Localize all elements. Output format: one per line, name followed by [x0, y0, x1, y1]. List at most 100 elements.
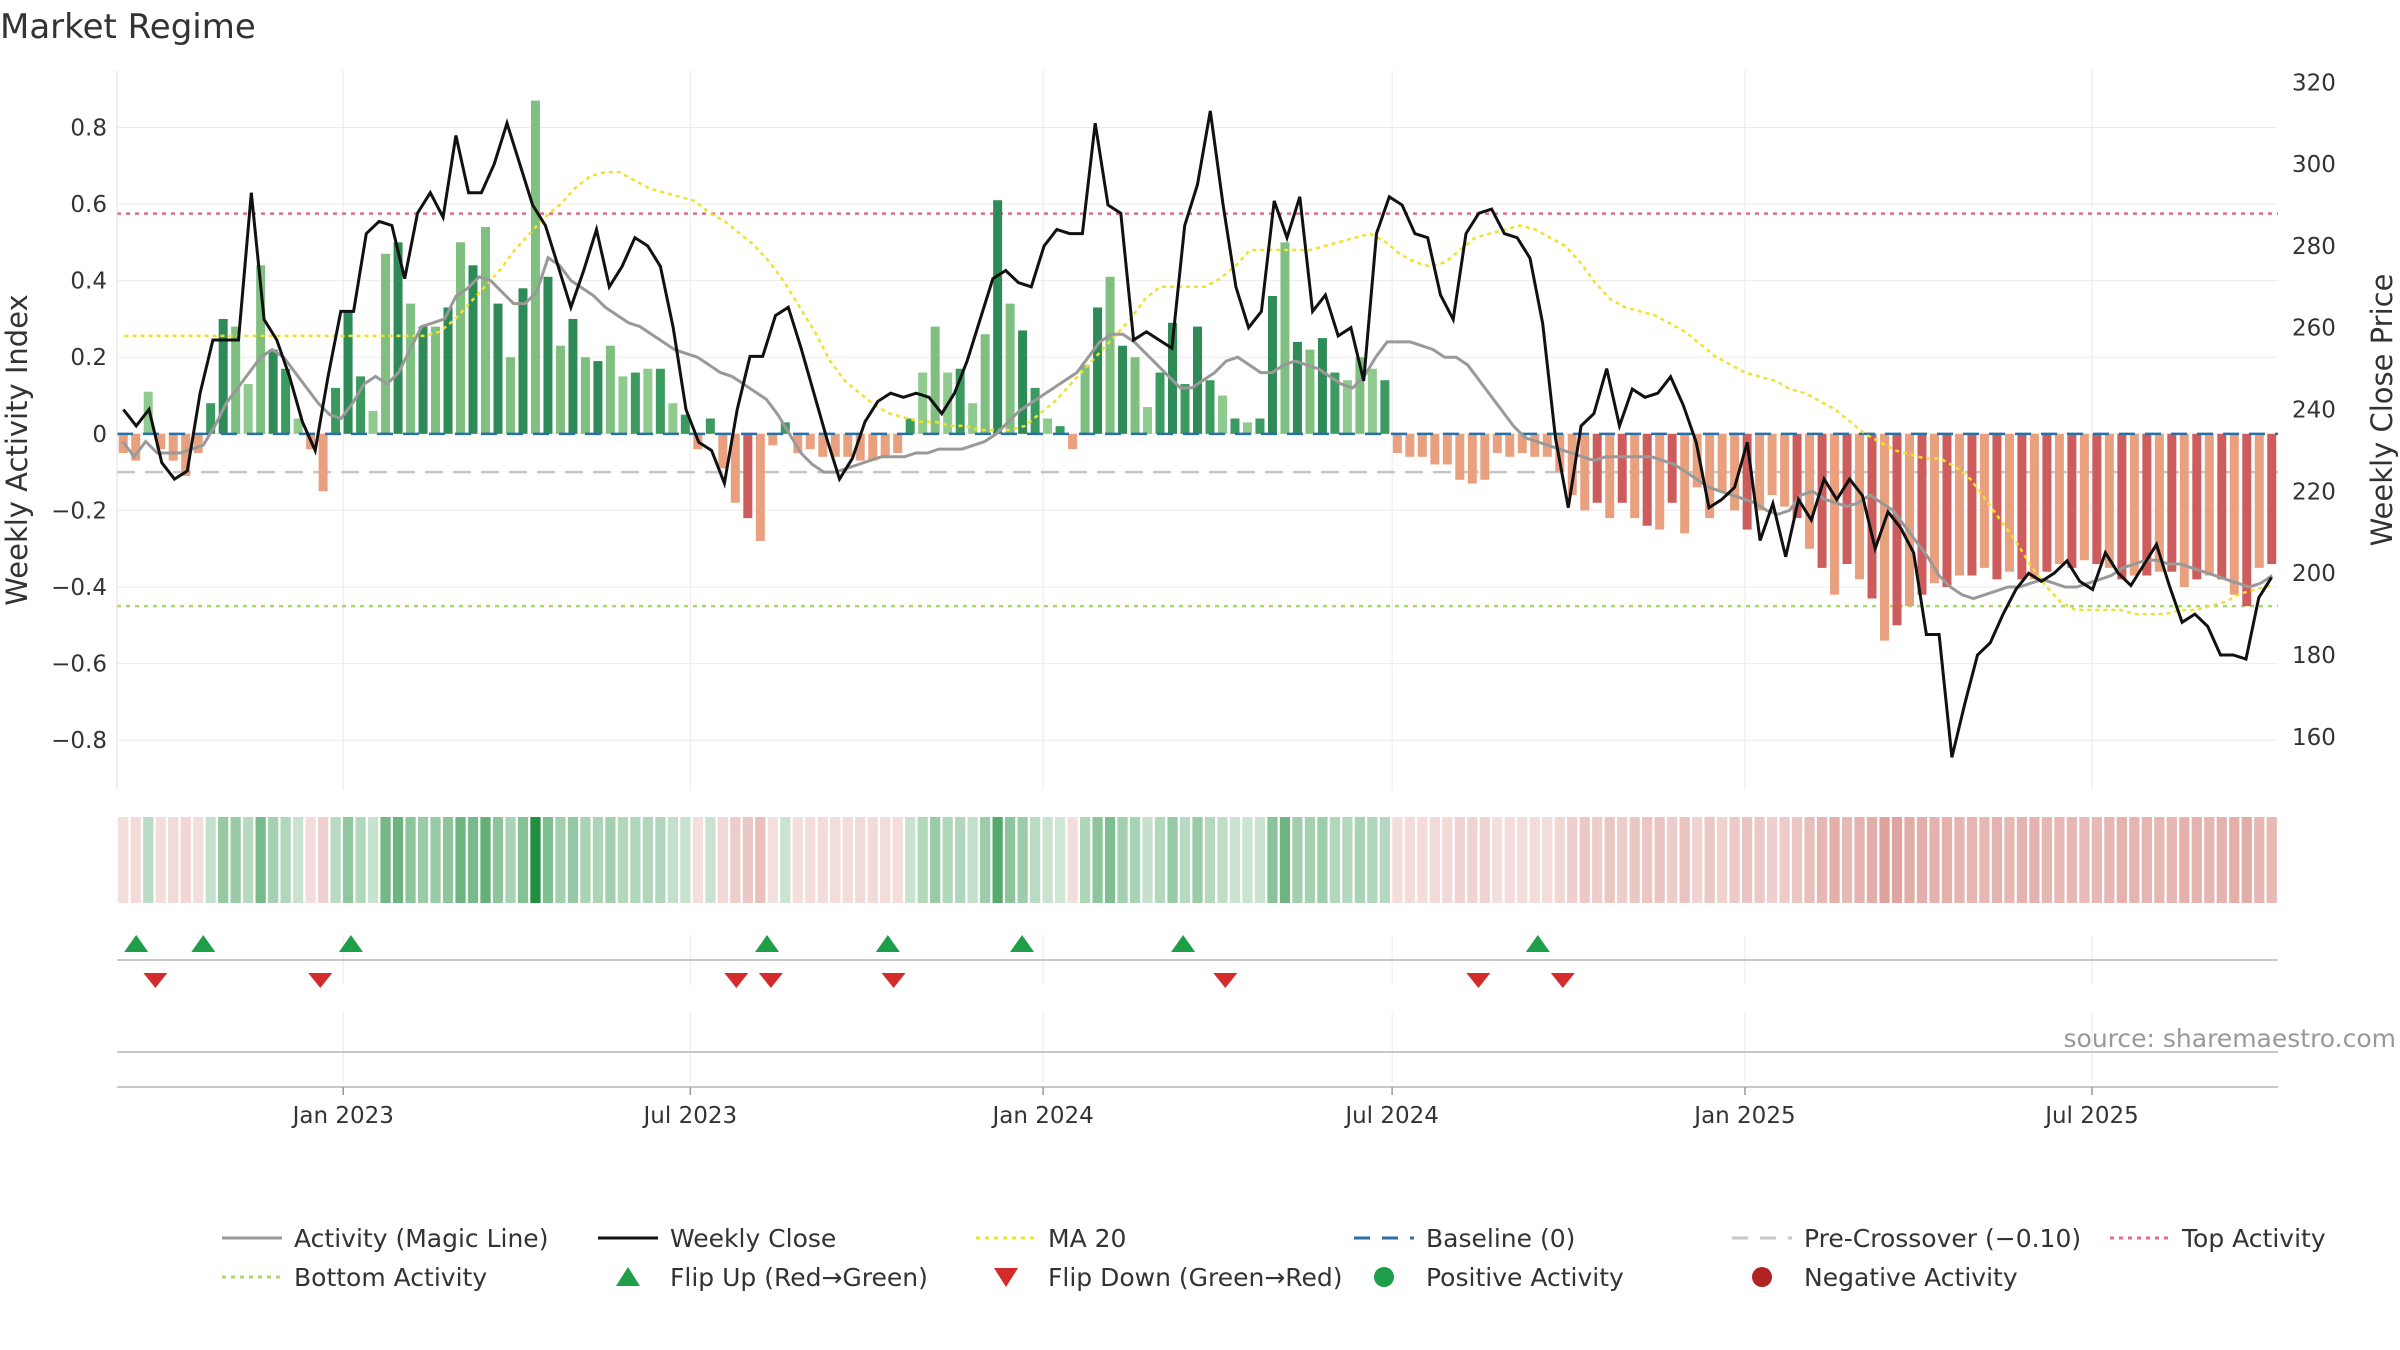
heat-cell [392, 817, 404, 903]
activity-bar [905, 418, 915, 434]
heat-cell [2254, 817, 2265, 903]
heat-cell [193, 817, 204, 903]
legend-label: Positive Activity [1426, 1263, 1624, 1292]
x-tick-label: Jan 2025 [1692, 1103, 1795, 1129]
heat-cell [955, 817, 966, 903]
activity-bar [580, 357, 590, 434]
activity-bar [293, 418, 303, 434]
activity-bar [1417, 433, 1427, 457]
activity-bar [1905, 433, 1915, 607]
flip-up-marker [191, 935, 216, 952]
activity-bar [1567, 433, 1577, 496]
activity-bar [1143, 407, 1153, 434]
heat-cell [243, 817, 254, 903]
activity-bar [1667, 433, 1677, 503]
activity-bar [530, 100, 540, 434]
heat-cell [1317, 817, 1328, 903]
heat-cell [1629, 817, 1640, 903]
activity-bar [718, 433, 728, 469]
heat-cell [205, 817, 216, 903]
legend-item: Activity (Magic Line) [222, 1224, 548, 1253]
legend-item: MA 20 [976, 1224, 1126, 1253]
legend-item: Flip Up (Red→Green) [616, 1263, 928, 1292]
heat-cell [792, 817, 803, 903]
y-tick-left-label: −0.6 [51, 652, 107, 678]
activity-bar [406, 303, 416, 434]
activity-bar [2179, 433, 2189, 588]
activity-bar [755, 433, 765, 542]
activity-bar [1605, 433, 1615, 519]
heat-cell [667, 817, 678, 903]
heat-cell [367, 817, 379, 903]
heat-cell [1092, 817, 1103, 903]
heat-cell [730, 817, 741, 903]
heat-cell [305, 817, 316, 903]
activity-bar [206, 403, 216, 434]
heat-cell [1866, 817, 1878, 903]
heat-cell [2179, 817, 2190, 903]
heat-cell [1292, 817, 1303, 903]
y-tick-right-label: 200 [2292, 561, 2336, 587]
heat-cell [455, 817, 466, 903]
activity-bar [955, 368, 965, 434]
magic-line [121, 255, 2274, 601]
heat-cell [1941, 817, 1953, 903]
y-tick-left-label: 0.6 [70, 192, 107, 218]
heat-cell [917, 817, 928, 903]
activity-bar [1380, 380, 1390, 434]
activity-bar [1155, 372, 1165, 434]
y-tick-right-label: 280 [2292, 234, 2336, 260]
heat-cell [317, 817, 329, 903]
heat-cell [1279, 817, 1291, 903]
activity-bar [818, 433, 828, 457]
activity-bar [1505, 433, 1515, 457]
activity-bar [2079, 433, 2089, 561]
heat-cell [530, 817, 541, 903]
heat-cell [2129, 817, 2140, 903]
heat-cell [2241, 817, 2252, 903]
activity-bar [643, 368, 653, 434]
heat-cell [218, 817, 229, 903]
activity-bar [480, 227, 490, 434]
heat-cell [930, 817, 941, 903]
activity-bar [1555, 433, 1565, 473]
legend-label: Baseline (0) [1426, 1224, 1575, 1253]
heat-cell [505, 817, 516, 903]
heat-cell [1429, 817, 1440, 903]
heat-cell [1717, 817, 1728, 903]
heat-cell [1417, 817, 1428, 903]
heat-cell [1192, 817, 1203, 903]
heat-cell [2154, 817, 2165, 903]
y-tick-left-label: −0.2 [51, 498, 107, 524]
activity-bar [1093, 307, 1103, 434]
activity-bar [1430, 433, 1440, 465]
activity-bar [468, 265, 478, 434]
activity-bar [1467, 433, 1477, 484]
activity-bar [381, 253, 391, 434]
activity-bar [1817, 433, 1827, 568]
heat-cell [1729, 817, 1740, 903]
legend-item: Baseline (0) [1354, 1224, 1575, 1253]
activity-bar [555, 345, 565, 434]
activity-bar [318, 433, 328, 492]
heat-cell [2216, 817, 2227, 903]
heat-cell [230, 817, 241, 903]
heat-cell [642, 817, 654, 903]
heat-cell [605, 817, 616, 903]
heat-cell [2104, 817, 2115, 903]
y-axis-left-title: Weekly Activity Index [0, 294, 34, 605]
activity-bar [1942, 433, 1952, 588]
legend-label: Flip Up (Red→Green) [670, 1263, 928, 1292]
legend-label: Bottom Activity [294, 1263, 487, 1292]
heat-cell [1017, 817, 1028, 903]
heat-cell [1242, 817, 1253, 903]
activity-bar [1392, 433, 1402, 453]
heat-cell [1854, 817, 1865, 903]
activity-bar [368, 410, 378, 434]
heat-cell [330, 817, 341, 903]
heat-cell [1179, 817, 1191, 903]
heat-cell [1504, 817, 1515, 903]
activity-bar [256, 265, 266, 434]
activity-bar [2254, 433, 2264, 568]
y-tick-right-label: 220 [2292, 479, 2336, 505]
